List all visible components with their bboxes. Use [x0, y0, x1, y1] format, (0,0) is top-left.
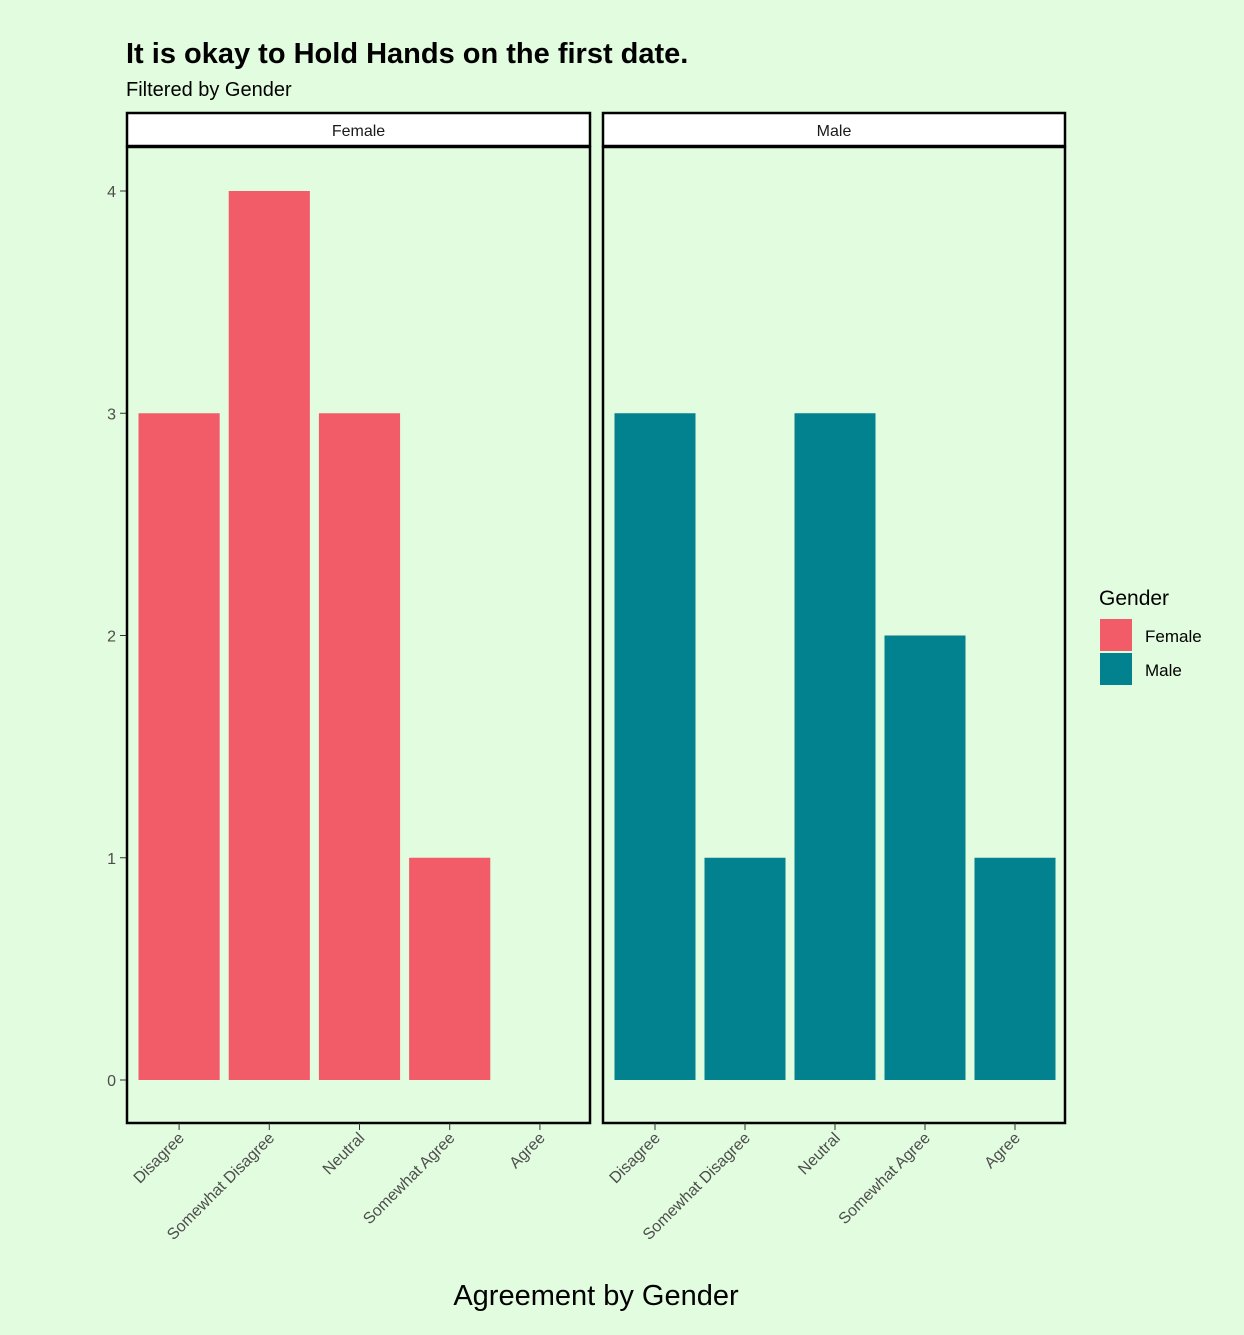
- facet-panel-border: [125, 145, 592, 1125]
- facet-strip-label: Female: [332, 123, 385, 140]
- legend-key-female: [1100, 619, 1132, 651]
- legend-label-female: Female: [1145, 627, 1202, 646]
- chart-subtitle: Filtered by Gender: [126, 79, 292, 101]
- y-tick-label: 0: [107, 1073, 116, 1090]
- bar-male-neutral: [794, 413, 876, 1080]
- bar-female-disagree: [138, 413, 220, 1080]
- legend-key-male: [1100, 653, 1132, 685]
- y-tick-label: 1: [107, 851, 116, 868]
- bar-male-agree: [974, 857, 1056, 1080]
- bar-female-somewhat-agree: [409, 857, 491, 1080]
- x-axis-label: Agreement by Gender: [453, 1280, 739, 1312]
- facet-strip-label: Male: [817, 123, 852, 140]
- bar-female-somewhat-disagree: [228, 191, 310, 1080]
- bar-male-disagree: [614, 413, 696, 1080]
- y-tick-label: 3: [107, 406, 116, 423]
- legend: Gender Female Male: [1099, 587, 1202, 685]
- legend-items: Female Male: [1100, 619, 1202, 685]
- bar-female-neutral: [318, 413, 401, 1080]
- legend-title: Gender: [1099, 587, 1169, 610]
- legend-label-male: Male: [1145, 661, 1182, 680]
- bar-male-somewhat-disagree: [704, 857, 786, 1080]
- y-tick-label: 2: [107, 629, 116, 646]
- chart-title: It is okay to Hold Hands on the first da…: [126, 38, 688, 70]
- facet-panel-border: [601, 145, 1067, 1125]
- y-tick-label: 4: [107, 184, 116, 201]
- bar-male-somewhat-agree: [884, 635, 966, 1080]
- facet-strip: [601, 111, 1067, 148]
